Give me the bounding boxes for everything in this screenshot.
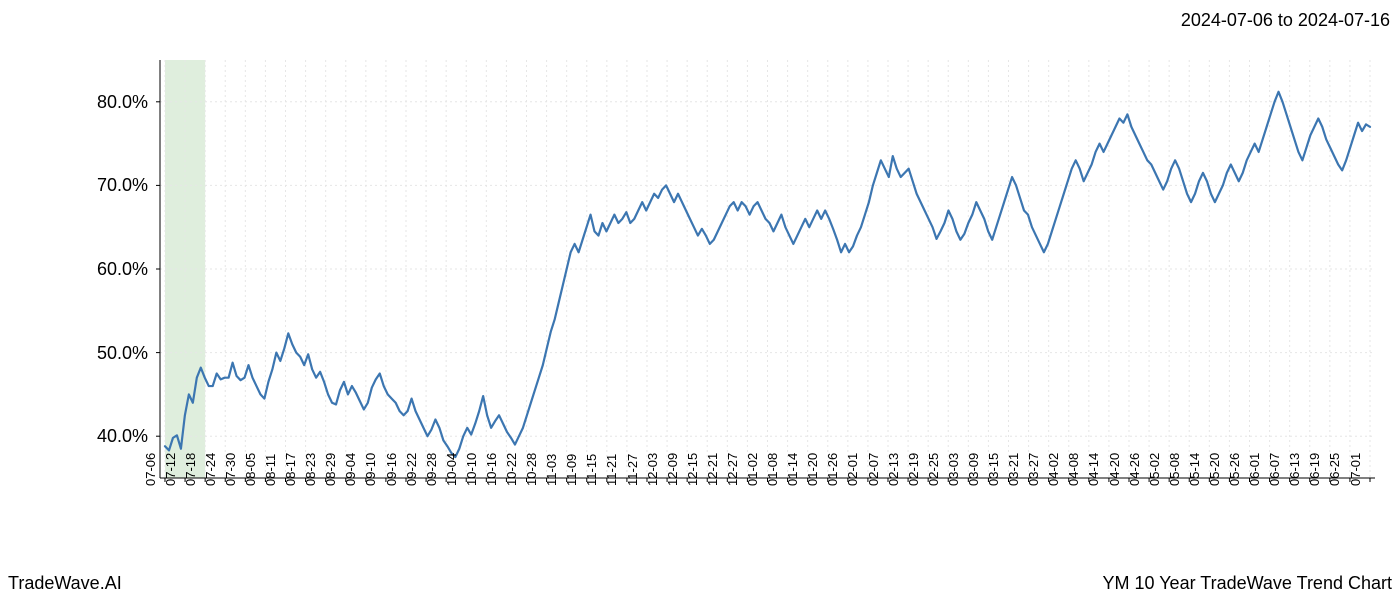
x-tick-label: 04-02 [1046,453,1061,486]
x-tick-label: 06-07 [1267,453,1282,486]
x-tick-label: 05-26 [1227,453,1242,486]
x-tick-label: 09-22 [404,453,419,486]
x-tick-label: 03-21 [1006,453,1021,486]
date-range-label: 2024-07-06 to 2024-07-16 [1181,10,1390,31]
line-chart [154,60,1375,484]
x-tick-label: 04-20 [1107,453,1122,486]
x-tick-label: 08-29 [323,453,338,486]
x-tick-label: 03-15 [986,453,1001,486]
x-tick-label: 06-19 [1307,453,1322,486]
x-tick-label: 01-08 [765,453,780,486]
x-tick-label: 07-30 [223,453,238,486]
x-tick-label: 11-03 [544,454,559,486]
x-tick-label: 10-28 [524,453,539,486]
x-tick-label: 11-09 [564,454,579,486]
x-tick-label: 02-07 [866,453,881,486]
x-tick-label: 06-25 [1327,453,1342,486]
x-tick-label: 05-08 [1167,453,1182,486]
chart-title: YM 10 Year TradeWave Trend Chart [1103,573,1393,594]
x-tick-label: 02-01 [845,453,860,486]
x-tick-label: 10-16 [484,453,499,486]
x-tick-label: 06-01 [1247,453,1262,486]
x-tick-label: 05-20 [1207,453,1222,486]
x-tick-label: 03-03 [946,453,961,486]
x-tick-label: 12-27 [725,453,740,486]
x-tick-label: 06-13 [1287,453,1302,486]
x-tick-label: 10-10 [464,453,479,486]
x-tick-label: 01-02 [745,453,760,486]
x-tick-label: 08-11 [263,454,278,486]
y-tick-label: 50.0% [97,343,148,364]
x-tick-label: 01-20 [805,453,820,486]
x-tick-label: 08-17 [283,453,298,486]
x-tick-label: 07-18 [183,453,198,486]
x-tick-label: 09-28 [424,453,439,486]
x-tick-label: 04-26 [1127,453,1142,486]
x-tick-label: 04-14 [1086,453,1101,486]
x-tick-label: 08-23 [303,453,318,486]
x-tick-label: 12-15 [685,453,700,486]
y-tick-label: 80.0% [97,92,148,113]
x-tick-label: 05-02 [1147,453,1162,486]
x-tick-label: 11-27 [625,454,640,486]
x-tick-label: 12-09 [665,453,680,486]
x-tick-label: 07-24 [203,453,218,486]
x-tick-label: 07-06 [143,453,158,486]
x-tick-label: 02-25 [926,453,941,486]
x-tick-label: 09-04 [343,453,358,486]
x-tick-label: 07-01 [1348,453,1363,486]
x-tick-label: 03-27 [1026,453,1041,486]
y-tick-label: 40.0% [97,426,148,447]
x-tick-label: 01-26 [825,453,840,486]
x-tick-label: 04-08 [1066,453,1081,486]
x-tick-label: 08-05 [243,453,258,486]
x-tick-label: 10-22 [504,453,519,486]
x-tick-label: 05-14 [1187,453,1202,486]
x-tick-label: 12-03 [645,453,660,486]
x-tick-label: 03-09 [966,453,981,486]
x-tick-label: 09-16 [384,453,399,486]
x-tick-label: 11-21 [604,454,619,486]
y-tick-label: 70.0% [97,175,148,196]
x-tick-label: 02-19 [906,453,921,486]
brand-label: TradeWave.AI [8,573,122,594]
chart-container: { "header": { "date_range": "2024-07-06 … [0,0,1400,600]
x-tick-label: 09-10 [363,453,378,486]
x-tick-label: 11-15 [584,454,599,486]
x-tick-label: 02-13 [886,453,901,486]
y-tick-label: 60.0% [97,259,148,280]
x-tick-label: 12-21 [705,453,720,486]
x-tick-label: 01-14 [785,453,800,486]
x-tick-label: 07-12 [163,453,178,486]
x-tick-label: 10-04 [444,453,459,486]
